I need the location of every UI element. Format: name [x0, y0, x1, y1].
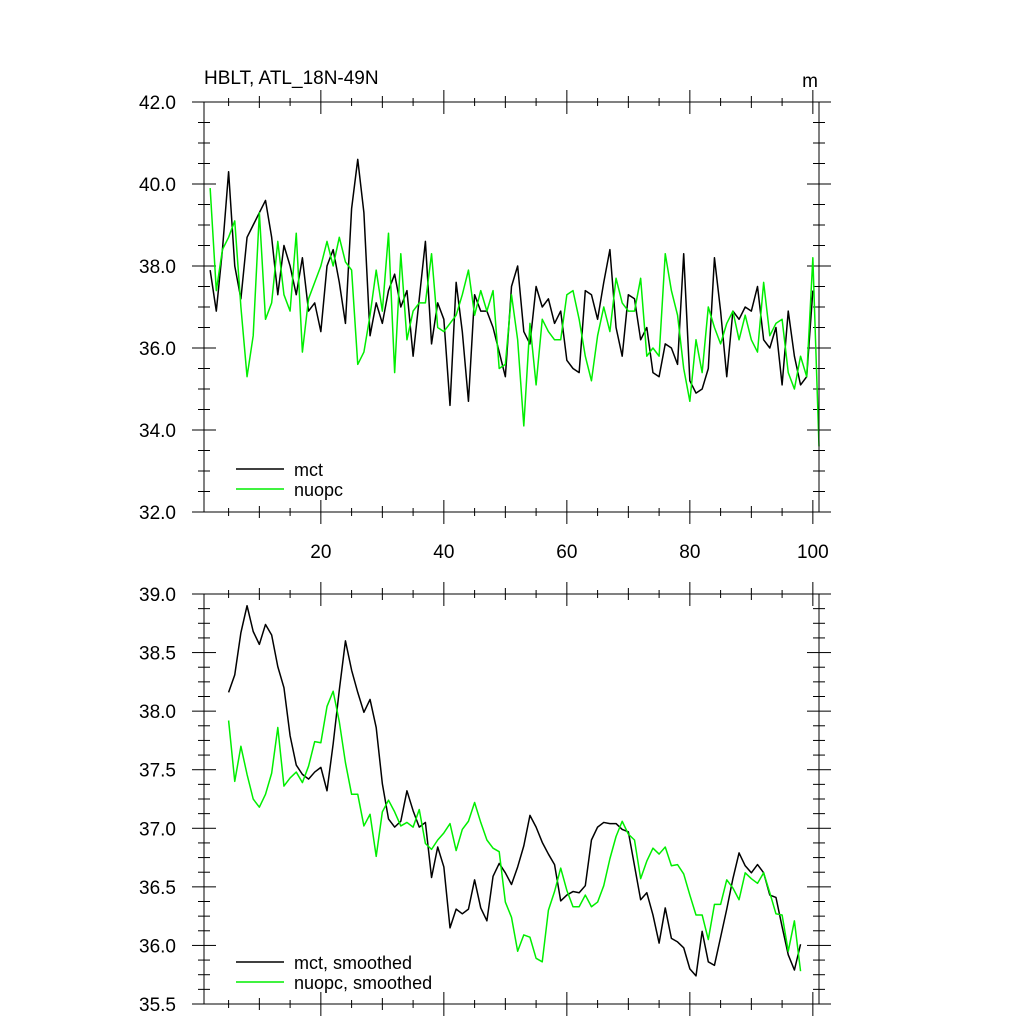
y-tick-label: 36.0 [139, 339, 176, 360]
y-tick-label: 42.0 [139, 93, 176, 114]
x-tick-label: 40 [433, 542, 454, 563]
y-tick-label: 38.5 [139, 644, 176, 665]
x-tick-label: 80 [679, 542, 700, 563]
y-tick-label: 36.5 [139, 878, 176, 899]
x-tick-label: 20 [310, 542, 331, 563]
x-tick-label: 60 [556, 542, 577, 563]
y-tick-label: 37.5 [139, 761, 176, 782]
y-tick-label: 38.0 [139, 257, 176, 278]
legend-label-mct-smoothed: mct, smoothed [294, 953, 412, 973]
legend-label-mct: mct [294, 460, 323, 480]
y-tick-label: 39.0 [139, 585, 176, 606]
legend-label-nuopc-smoothed: nuopc, smoothed [294, 973, 432, 993]
y-tick-label: 35.5 [139, 995, 176, 1016]
unit-label: m [802, 71, 818, 92]
y-tick-label: 34.0 [139, 421, 176, 442]
x-tick-label: 100 [797, 542, 829, 563]
y-tick-label: 32.0 [139, 503, 176, 524]
y-tick-label: 38.0 [139, 702, 176, 723]
legend-label-nuopc: nuopc [294, 480, 343, 500]
chart-title: HBLT, ATL_18N-49N [204, 68, 379, 89]
y-tick-label: 37.0 [139, 819, 176, 840]
y-tick-label: 40.0 [139, 175, 176, 196]
y-tick-label: 36.0 [139, 936, 176, 957]
